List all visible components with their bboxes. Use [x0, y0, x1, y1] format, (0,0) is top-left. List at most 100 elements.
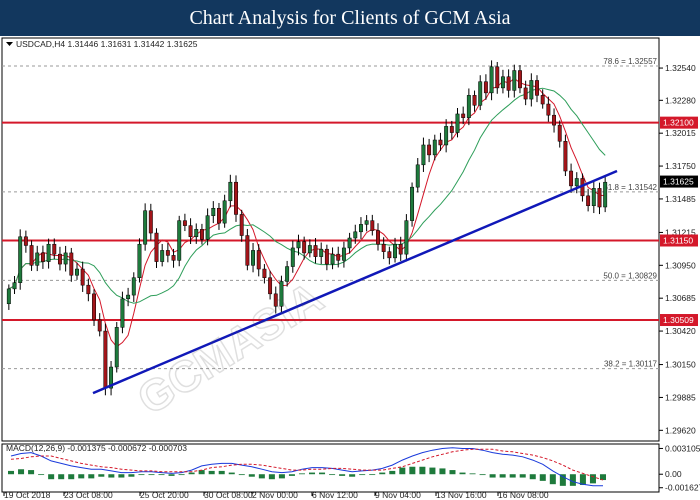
macd-histogram-bar — [108, 474, 115, 478]
candle-body — [466, 95, 471, 118]
candle-body — [52, 243, 57, 255]
macd-histogram-bar — [579, 474, 586, 486]
candle-body — [461, 113, 466, 118]
candle-body — [188, 225, 193, 238]
candle-body — [171, 255, 176, 261]
candle-body — [586, 195, 591, 207]
candle-body — [319, 248, 324, 257]
candle-body — [251, 250, 256, 266]
candle-body — [114, 327, 119, 368]
candle-body — [256, 250, 261, 270]
macd-histogram-bar — [168, 474, 175, 476]
candle-body — [427, 144, 432, 156]
macd-histogram-bar — [38, 474, 45, 476]
candle-body — [518, 70, 522, 89]
candle-body — [97, 319, 102, 332]
macd-histogram-bar — [569, 474, 576, 486]
candle-body — [46, 243, 51, 262]
candle-body — [330, 253, 335, 265]
candle-body — [29, 245, 34, 266]
collapse-triangle-icon[interactable] — [6, 42, 13, 46]
time-tick-label: 9 Nov 04:00 — [375, 490, 421, 500]
candle-body — [438, 139, 443, 146]
macd-histogram-bar — [389, 470, 396, 475]
candle-body — [40, 252, 45, 262]
candle-body — [489, 66, 494, 94]
candle-body — [410, 186, 415, 221]
macd-histogram-bar — [369, 474, 376, 476]
candle-body — [535, 80, 539, 96]
level-price-tag — [660, 314, 698, 327]
candle-body — [217, 207, 221, 224]
macd-histogram-bar — [288, 474, 295, 476]
candle-body — [415, 164, 420, 188]
price-tick-label: 1.30150 — [665, 360, 696, 370]
macd-histogram-bar — [329, 474, 336, 476]
candle-body — [63, 252, 68, 265]
candle-body — [199, 229, 204, 240]
candle-body — [86, 284, 91, 295]
macd-histogram-bar — [319, 472, 326, 475]
macd-info: MACD(12,26,9) -0.001375 -0.000672 -0.000… — [6, 443, 187, 453]
level-price-tag-label: 1.30509 — [663, 315, 694, 325]
macd-histogram-bar — [48, 474, 55, 480]
current-price-tag — [660, 175, 698, 188]
candle-body — [160, 250, 165, 262]
candle-body — [591, 188, 596, 207]
macd-histogram-bar — [158, 474, 165, 476]
candle-body — [421, 144, 426, 166]
candle-body — [324, 248, 329, 265]
candle-body — [177, 220, 182, 261]
candle-body — [336, 253, 341, 261]
candle-body — [154, 232, 159, 262]
price-tick-label: 1.31485 — [665, 194, 696, 204]
macd-histogram-bar — [519, 474, 526, 478]
macd-histogram-bar — [489, 474, 496, 478]
macd-histogram-bar — [339, 474, 346, 476]
candle-body — [6, 288, 11, 305]
candle-body — [574, 178, 579, 187]
macd-histogram-bar — [118, 474, 125, 478]
candle-body — [569, 170, 574, 187]
candle-body — [205, 215, 210, 240]
candle-body — [313, 245, 318, 257]
candle-body — [262, 268, 267, 278]
candle-body — [398, 243, 403, 255]
macd-histogram-bar — [599, 474, 606, 481]
candle-body — [285, 266, 290, 282]
macd-histogram-bar — [258, 474, 265, 479]
candle-body — [472, 95, 477, 106]
candle-body — [341, 247, 346, 261]
macd-histogram-bar — [148, 474, 155, 476]
macd-histogram-bar — [58, 474, 65, 480]
fib-level-label: 61.8 = 1.31542 — [603, 183, 657, 192]
candle-body — [546, 103, 551, 116]
trendline — [92, 169, 618, 395]
macd-histogram-bar — [68, 474, 75, 480]
current-price-label: 1.31625 — [663, 177, 694, 187]
candle-body — [529, 80, 534, 100]
candle-body — [296, 241, 301, 249]
macd-histogram-bar — [248, 474, 255, 477]
candle-body — [69, 252, 74, 276]
macd-histogram-bar — [589, 474, 596, 484]
macd-histogram-bar — [78, 474, 85, 479]
candle-body — [302, 241, 307, 254]
candle-body — [222, 200, 227, 224]
candle-body — [228, 181, 233, 202]
price-tick-label: 1.29885 — [665, 392, 696, 402]
time-tick-label: 30 Oct 08:00 — [204, 490, 253, 500]
candle-body — [483, 81, 488, 94]
candle-body — [563, 141, 568, 172]
candle-body — [358, 224, 363, 233]
candle-body — [500, 76, 505, 89]
price-tick-label: 1.30950 — [665, 260, 696, 270]
candle-body — [23, 236, 28, 246]
candle-body — [120, 298, 125, 328]
candle-body — [103, 330, 108, 389]
time-tick-label: 25 Oct 20:00 — [140, 490, 189, 500]
macd-histogram-bar — [359, 474, 366, 476]
macd-histogram-bar — [238, 474, 245, 476]
candle-body — [393, 243, 397, 259]
price-tick-label: 1.30685 — [665, 293, 696, 303]
